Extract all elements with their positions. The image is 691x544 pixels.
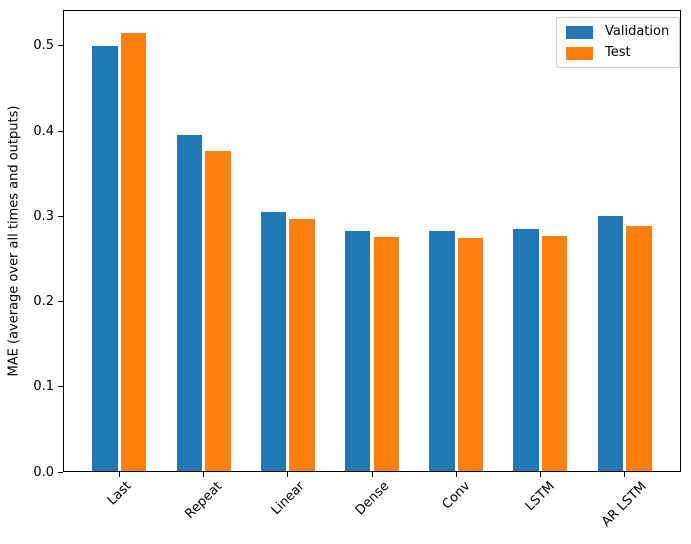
test-series-swatch xyxy=(566,46,593,60)
x-tick-label-conv: Conv xyxy=(439,479,474,513)
y-tick-label-0.3: 0.3 xyxy=(33,208,54,224)
bar-validation-lstm xyxy=(513,229,539,471)
y-tick-label-0.2: 0.2 xyxy=(33,294,54,310)
legend-item-test: Test xyxy=(566,46,669,60)
y-tick-label-0.1: 0.1 xyxy=(33,379,54,395)
legend-label-validation: Validation xyxy=(605,24,670,39)
legend: Validation Test xyxy=(556,17,681,68)
bar-test-dense xyxy=(373,236,399,471)
x-tick-label-lstm: LSTM xyxy=(522,479,558,515)
bar-test-repeat xyxy=(205,151,231,471)
x-tick-linear xyxy=(287,472,289,477)
bar-test-conv xyxy=(457,237,484,471)
y-tick-label-0.5: 0.5 xyxy=(33,38,54,54)
x-tick-ar-lstm xyxy=(624,472,626,477)
y-tick-0.0 xyxy=(58,471,63,473)
x-tick-lstm xyxy=(539,472,541,477)
bar-validation-ar-lstm xyxy=(597,216,623,471)
x-tick-conv xyxy=(455,472,457,477)
y-tick-0.5 xyxy=(58,45,63,47)
x-tick-label-repeat: Repeat xyxy=(181,479,225,523)
y-tick-0.3 xyxy=(58,215,63,217)
bar-validation-conv xyxy=(429,230,455,471)
bar-validation-dense xyxy=(345,230,371,471)
x-tick-label-ar-lstm: AR LSTM xyxy=(599,479,650,530)
validation-series-swatch xyxy=(566,25,593,39)
x-tick-repeat xyxy=(203,472,205,477)
legend-item-validation: Validation xyxy=(566,25,669,39)
y-tick-label-0.0: 0.0 xyxy=(33,464,54,480)
bars-container xyxy=(64,11,680,471)
bar-validation-repeat xyxy=(176,134,202,471)
x-tick-label-last: Last xyxy=(104,478,135,509)
x-tick-last xyxy=(118,472,120,477)
x-tick-label-dense: Dense xyxy=(352,478,392,519)
bar-test-ar-lstm xyxy=(626,225,652,471)
bar-validation-linear xyxy=(260,212,287,471)
bar-test-last xyxy=(121,33,147,471)
y-tick-label-0.4: 0.4 xyxy=(33,123,54,139)
bar-validation-last xyxy=(92,45,118,471)
x-tick-dense xyxy=(371,472,373,477)
x-tick-label-linear: Linear xyxy=(268,478,308,519)
y-axis-label: MAE (average over all times and outputs) xyxy=(6,105,22,377)
plot-area xyxy=(63,10,681,472)
bar-test-lstm xyxy=(542,235,568,471)
y-tick-0.1 xyxy=(58,386,63,388)
bar-test-linear xyxy=(289,218,315,471)
legend-label-test: Test xyxy=(605,45,631,60)
y-tick-0.4 xyxy=(58,130,63,132)
y-tick-0.2 xyxy=(58,301,63,303)
